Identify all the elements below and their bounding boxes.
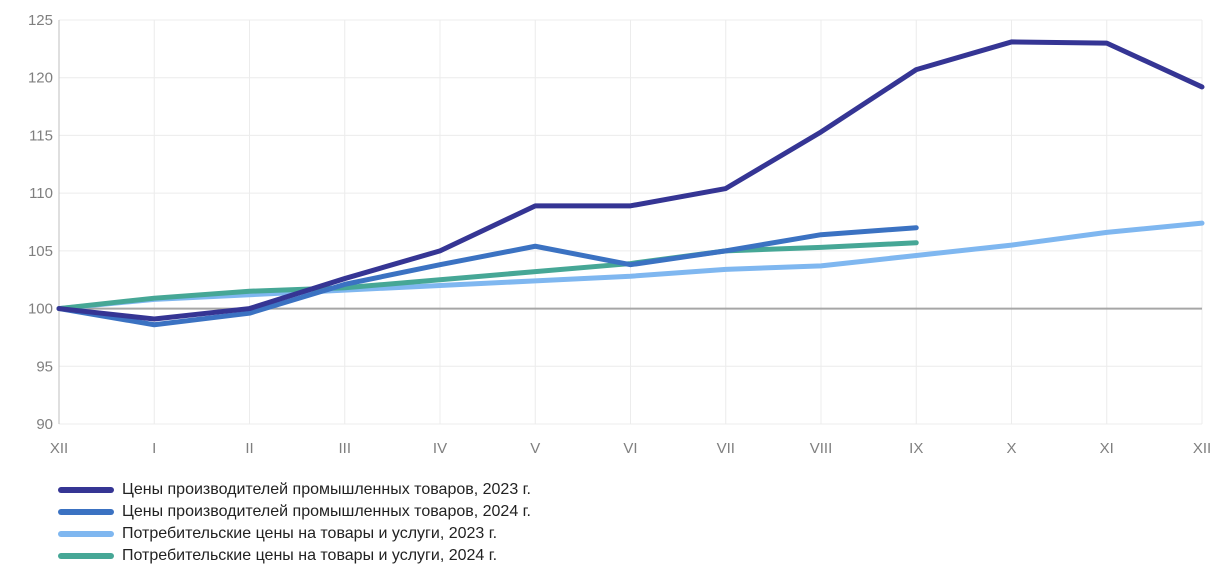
x-tick-label: I [152,440,156,457]
x-tick-label: V [530,440,540,457]
legend-label: Цены производителей промышленных товаров… [122,481,531,498]
x-tick-label: VII [717,440,735,457]
legend-swatch [58,553,114,559]
legend: Цены производителей промышленных товаров… [58,479,531,567]
x-axis: XII I II III IV V VI VII VIII IX X XI XII [50,440,1211,457]
y-tick-label: 125 [28,12,53,29]
series-line-3 [56,220,1205,312]
series-line-4 [56,240,919,312]
x-tick-label: IX [909,440,923,457]
legend-swatch [58,509,114,515]
x-tick-label: X [1006,440,1016,457]
x-tick-label: VI [623,440,637,457]
y-tick-label: 90 [36,416,53,433]
legend-swatch [58,487,114,493]
legend-label: Потребительские цены на товары и услуги,… [122,547,498,564]
legend-swatch [58,531,114,537]
legend-label: Потребительские цены на товары и услуги,… [122,525,498,542]
y-tick-label: 120 [28,70,53,87]
y-axis: 90 95 100 105 110 115 120 125 [28,12,53,433]
x-tick-label: XI [1100,440,1114,457]
x-tick-label: II [245,440,253,457]
x-tick-label: VIII [810,440,833,457]
series-line-2 [56,225,919,328]
x-tick-label: XII [1193,440,1211,457]
x-tick-label: III [338,440,351,457]
x-tick-label: XII [50,440,68,457]
y-tick-label: 110 [29,185,53,202]
y-tick-label: 100 [28,301,53,318]
x-tick-label: IV [433,440,447,457]
y-tick-label: 115 [29,127,53,144]
legend-item: Цены производителей промышленных товаров… [58,501,531,523]
legend-item: Цены производителей промышленных товаров… [58,479,531,501]
grid [58,19,1203,425]
y-tick-label: 95 [36,358,53,375]
series-line-1 [56,39,1205,322]
series-lines [56,39,1205,328]
y-tick-label: 105 [28,243,53,260]
legend-item: Потребительские цены на товары и услуги,… [58,523,531,545]
legend-item: Потребительские цены на товары и услуги,… [58,545,531,567]
legend-label: Цены производителей промышленных товаров… [122,503,531,520]
